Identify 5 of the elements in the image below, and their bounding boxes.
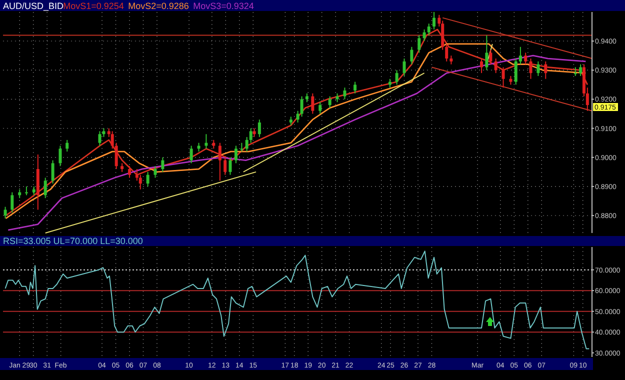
chart-title: AUD/USD_BID: [3, 1, 64, 11]
text: MovS3=0.9324: [193, 1, 254, 11]
text: MovS2=0.9286: [128, 1, 189, 11]
text: MovS1=0.9254: [63, 1, 124, 11]
chart-title: RSI=33.005 UL=70.000 LL=30.000: [3, 236, 143, 246]
